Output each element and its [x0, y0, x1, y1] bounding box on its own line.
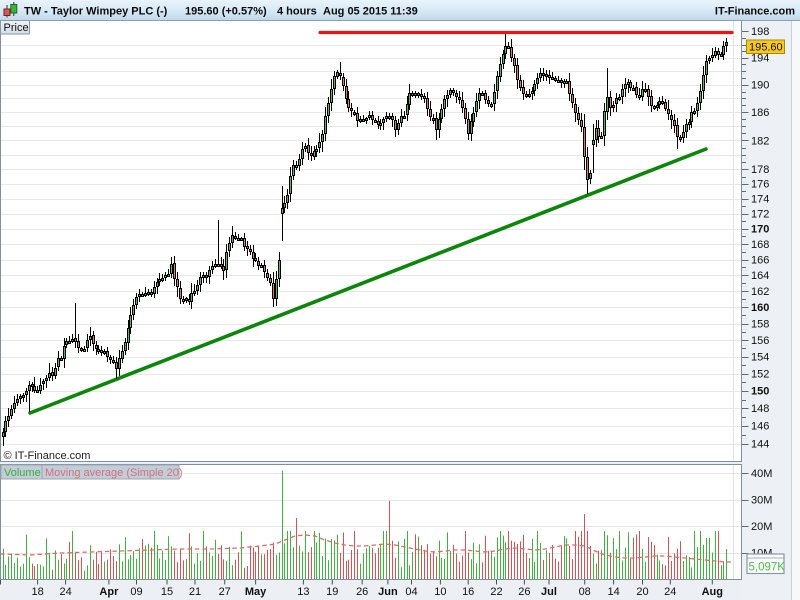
- svg-text:158: 158: [751, 318, 769, 330]
- svg-text:5,097K: 5,097K: [749, 562, 786, 574]
- svg-text:21: 21: [189, 586, 201, 598]
- svg-text:178: 178: [751, 164, 769, 176]
- svg-text:156: 156: [751, 335, 769, 347]
- svg-text:160: 160: [751, 302, 769, 314]
- svg-text:14: 14: [607, 586, 619, 598]
- svg-text:15: 15: [161, 586, 173, 598]
- svg-text:Volume: Volume: [4, 467, 41, 479]
- svg-text:146: 146: [751, 421, 769, 433]
- svg-text:Jul: Jul: [541, 586, 557, 598]
- svg-text:IT-Finance.com: IT-Finance.com: [715, 6, 795, 18]
- svg-text:19: 19: [326, 586, 338, 598]
- svg-text:186: 186: [751, 107, 769, 119]
- svg-text:26: 26: [356, 586, 368, 598]
- svg-text:16: 16: [462, 586, 474, 598]
- svg-text:4 hours: 4 hours: [277, 6, 317, 18]
- svg-text:TW - Taylor Wimpey PLC (-): TW - Taylor Wimpey PLC (-): [24, 6, 168, 18]
- svg-text:May: May: [245, 586, 267, 598]
- svg-text:10: 10: [434, 586, 446, 598]
- svg-text:24: 24: [59, 586, 71, 598]
- svg-text:148: 148: [751, 403, 769, 415]
- svg-text:Moving average (Simple 20): Moving average (Simple 20): [45, 467, 183, 479]
- svg-text:195.60: 195.60: [749, 42, 783, 54]
- svg-text:166: 166: [751, 254, 769, 266]
- svg-text:13: 13: [297, 586, 309, 598]
- svg-text:194: 194: [751, 53, 769, 65]
- svg-text:144: 144: [751, 439, 769, 451]
- svg-text:30M: 30M: [751, 495, 772, 507]
- svg-text:09: 09: [130, 586, 142, 598]
- svg-text:176: 176: [751, 179, 769, 191]
- svg-text:08: 08: [579, 586, 591, 598]
- svg-text:190: 190: [751, 80, 769, 92]
- svg-text:40M: 40M: [751, 468, 772, 480]
- svg-text:© IT-Finance.com: © IT-Finance.com: [4, 450, 91, 462]
- svg-text:152: 152: [751, 369, 769, 381]
- svg-text:Jun: Jun: [378, 586, 398, 598]
- svg-text:27: 27: [219, 586, 231, 598]
- svg-text:164: 164: [751, 270, 769, 282]
- svg-text:Apr: Apr: [99, 586, 119, 598]
- svg-text:22: 22: [490, 586, 502, 598]
- svg-text:162: 162: [751, 286, 769, 298]
- svg-text:170: 170: [751, 224, 769, 236]
- svg-text:172: 172: [751, 209, 769, 221]
- svg-text:168: 168: [751, 239, 769, 251]
- svg-text:150: 150: [751, 386, 769, 398]
- svg-text:20M: 20M: [751, 521, 772, 533]
- svg-text:18: 18: [31, 586, 43, 598]
- svg-text:26: 26: [518, 586, 530, 598]
- svg-text:Price: Price: [4, 22, 29, 34]
- svg-text:198: 198: [751, 26, 769, 38]
- svg-text:24: 24: [664, 586, 676, 598]
- svg-text:154: 154: [751, 352, 769, 364]
- svg-text:04: 04: [405, 586, 417, 598]
- svg-text:174: 174: [751, 194, 769, 206]
- svg-text:20: 20: [636, 586, 648, 598]
- svg-text:182: 182: [751, 135, 769, 147]
- svg-text:Aug 05 2015 11:39: Aug 05 2015 11:39: [323, 6, 418, 18]
- svg-text:Aug: Aug: [702, 586, 723, 598]
- svg-text:195.60 (+0.57%): 195.60 (+0.57%): [185, 6, 267, 18]
